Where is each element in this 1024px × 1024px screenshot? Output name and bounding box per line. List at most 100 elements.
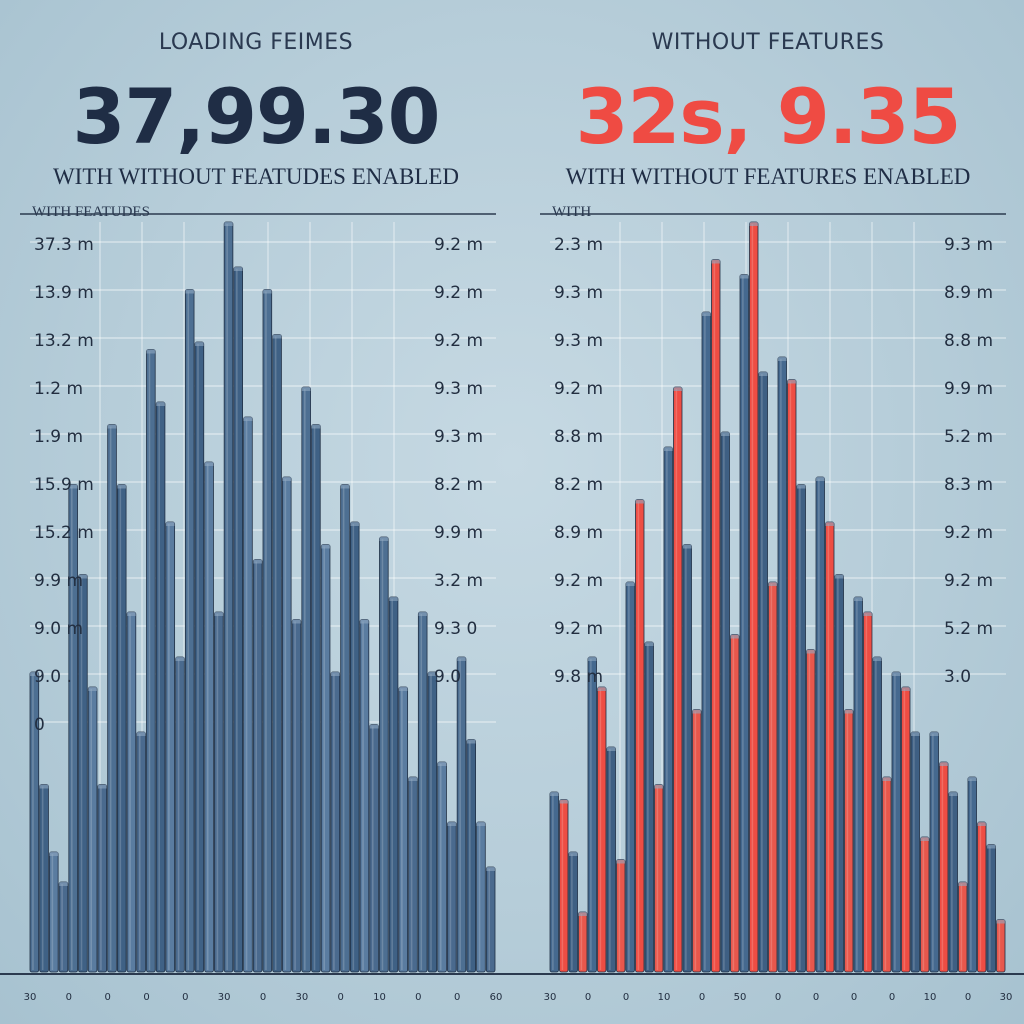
bar [291, 619, 302, 973]
headline-value: 37,99.30 [72, 72, 440, 161]
bar-cap [369, 724, 379, 729]
chart-subtitle: WITH WITHOUT FEATUDES ENABLED [52, 164, 460, 189]
bar-highlight [381, 539, 384, 970]
bar [165, 521, 176, 973]
bar-cap [466, 739, 476, 744]
bar [701, 311, 711, 973]
y-tick-label-left: 9.8 m [554, 667, 603, 687]
bar-highlight [922, 839, 925, 970]
bar-cap [39, 784, 49, 789]
bar [711, 259, 721, 973]
y-tick-label-left: 1.9 m [34, 427, 83, 447]
bar-highlight [647, 644, 649, 970]
bar-highlight [856, 599, 858, 970]
bar [673, 386, 683, 973]
x-tick-label: 0 [965, 992, 971, 1003]
bar-cap [272, 334, 282, 339]
y-tick-label-left: 9.3 m [554, 331, 603, 351]
bar-cap [730, 634, 739, 639]
bar [476, 821, 486, 973]
bar [872, 656, 882, 973]
bar-highlight [430, 674, 432, 970]
bar-cap [673, 387, 682, 391]
bar-highlight [61, 884, 63, 970]
bar-highlight [941, 764, 944, 970]
bar [388, 596, 399, 973]
bar-highlight [265, 291, 267, 970]
bar [654, 784, 664, 973]
x-tick-label: 0 [66, 992, 72, 1003]
x-tick-label: 0 [415, 992, 421, 1003]
bar-highlight [216, 614, 219, 970]
bar [863, 611, 873, 973]
bar-highlight [255, 561, 258, 970]
bar-cap [233, 267, 243, 271]
bar [233, 266, 243, 973]
bar-cap [863, 612, 872, 616]
bar-cap [816, 477, 825, 481]
bar-cap [607, 747, 616, 751]
y-tick-label-right: 8.9 m [944, 283, 993, 303]
bar-highlight [989, 846, 991, 970]
bar [768, 581, 778, 973]
y-tick-label-right: 9.2 m [434, 283, 483, 303]
bar-cap [721, 432, 730, 436]
y-tick-label-right: 5.2 m [944, 427, 993, 447]
bar-highlight [770, 584, 773, 970]
bar-highlight [371, 726, 374, 970]
bar-cap [379, 537, 389, 541]
x-tick-label: 0 [337, 992, 343, 1003]
bar-highlight [704, 314, 706, 970]
bar [882, 776, 892, 973]
chart-panel-without-features: WITHOUT FEATURES 32s, 9.35 WITH WITHOUT … [512, 0, 1024, 1024]
bar-highlight [129, 614, 131, 970]
bar-highlight [694, 711, 697, 970]
bar-cap [243, 417, 253, 421]
bar-cap [360, 619, 369, 624]
x-tick-label: 0 [699, 992, 705, 1003]
bar-cap [597, 687, 606, 691]
x-tick-label: 0 [104, 992, 110, 1003]
bar [126, 611, 137, 973]
bar-highlight [352, 524, 355, 970]
bar [834, 574, 844, 973]
bar-cap [486, 867, 495, 871]
bar-cap [195, 342, 204, 346]
y-tick-label-right: 5.2 m [944, 619, 993, 639]
bar [958, 881, 968, 973]
bar [58, 881, 69, 973]
bar [644, 641, 654, 973]
y-tick-label-left: 9.2 m [554, 379, 603, 399]
bar-cap [476, 822, 486, 826]
bar-highlight [80, 576, 83, 970]
bar-highlight [119, 486, 122, 970]
bar [578, 911, 588, 973]
bar [262, 289, 273, 973]
y-tick-label-left: 9.0 m [34, 619, 83, 639]
x-tick-label: 30 [24, 992, 37, 1003]
x-tick-label: 0 [851, 992, 857, 1003]
bar-highlight [32, 674, 34, 970]
bar-highlight [723, 434, 725, 970]
bar-cap [787, 379, 796, 384]
bar-cap [165, 522, 175, 526]
x-tick-label: 50 [734, 992, 747, 1003]
bar-cap [873, 657, 882, 661]
bar-highlight [932, 734, 934, 970]
series-label: WITH FEATUDES [32, 204, 150, 220]
bar-cap [350, 522, 360, 526]
bar-highlight [960, 884, 963, 970]
bar-cap [282, 477, 292, 481]
bar-highlight [236, 269, 238, 970]
bar [116, 484, 127, 973]
bar-cap [806, 649, 815, 654]
bar-highlight [666, 449, 668, 970]
bar-cap [987, 844, 996, 849]
y-tick-label-right: 9.3 0 [434, 619, 477, 639]
bar [597, 686, 607, 973]
bar [587, 656, 597, 973]
bar-cap [457, 657, 466, 661]
bar-cap [97, 784, 107, 789]
y-tick-label-right: 8.3 m [944, 475, 993, 495]
bar-cap [635, 499, 644, 504]
